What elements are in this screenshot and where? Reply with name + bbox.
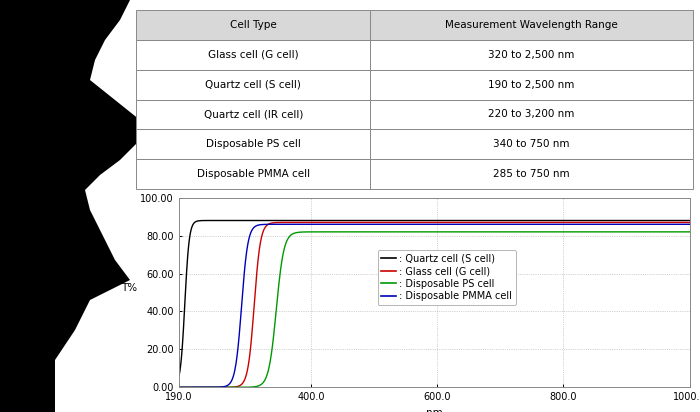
Polygon shape xyxy=(0,0,140,412)
Y-axis label: T%: T% xyxy=(121,283,137,293)
X-axis label: nm: nm xyxy=(426,408,442,412)
Legend: : Quartz cell (S cell), : Glass cell (G cell), : Disposable PS cell, : Disposabl: : Quartz cell (S cell), : Glass cell (G … xyxy=(377,250,516,305)
